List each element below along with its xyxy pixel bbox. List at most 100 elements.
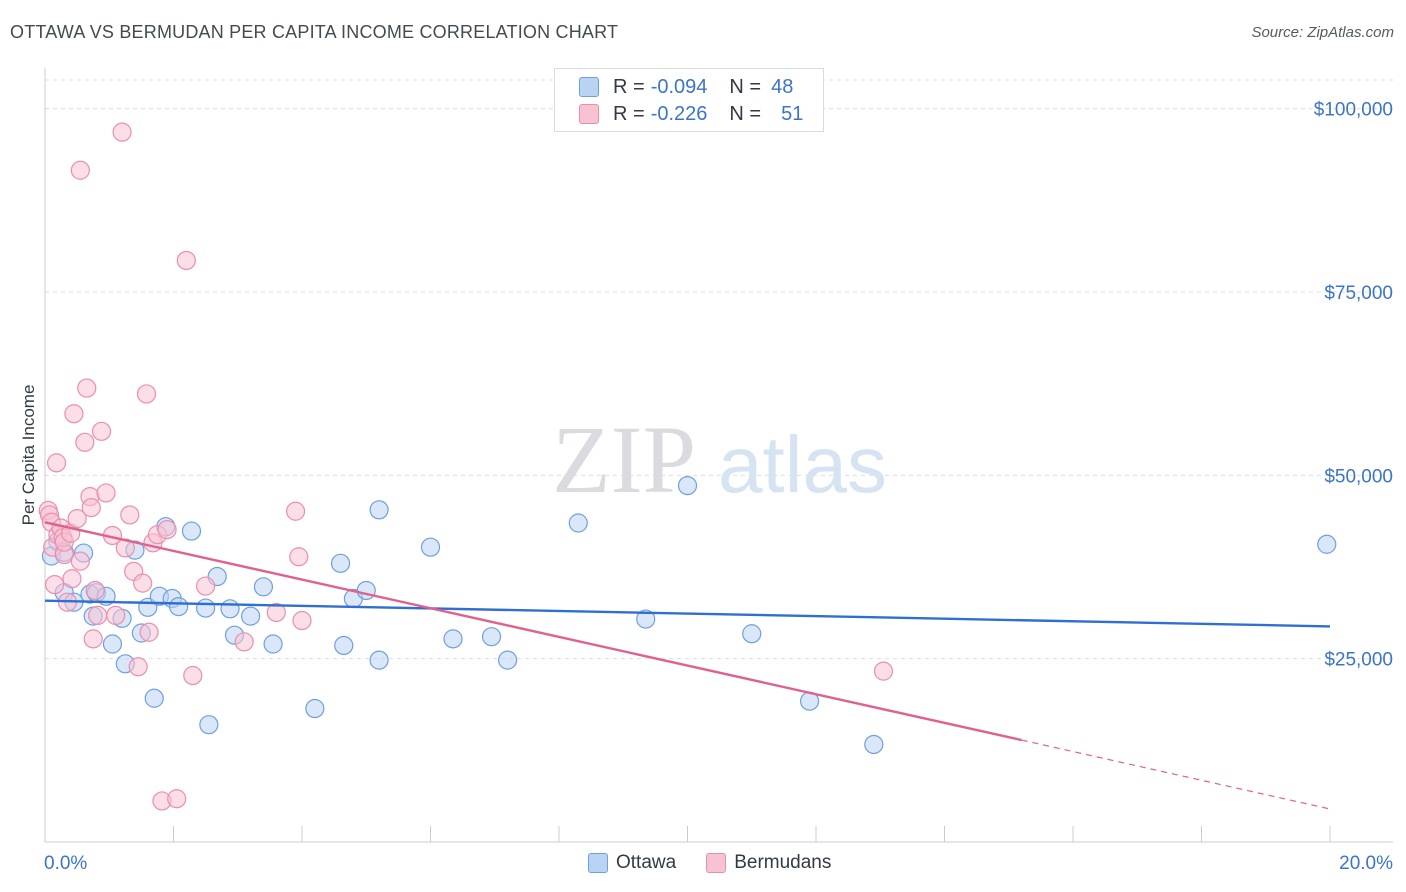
bermudans-trendline xyxy=(44,521,1022,742)
ottawa-n-label: N = xyxy=(729,75,762,98)
ottawa-point xyxy=(334,635,354,656)
bermudans-point xyxy=(873,661,894,681)
legend-item-ottawa[interactable]: Ottawa xyxy=(588,852,676,874)
bermudans-point xyxy=(157,519,177,540)
bermudans-point xyxy=(183,665,203,686)
legend-item-bermudans[interactable]: Bermudans xyxy=(706,852,831,874)
ottawa-point xyxy=(196,598,216,618)
bermudans-point xyxy=(292,610,312,631)
ottawa-point xyxy=(102,634,123,654)
bermudans-point xyxy=(112,122,132,142)
x-tick-label-max: 20.0% xyxy=(1339,853,1393,874)
ottawa-point xyxy=(220,599,240,619)
ottawa-point xyxy=(742,624,762,644)
ottawa-point xyxy=(263,634,283,654)
grid-layer xyxy=(45,79,1393,660)
bermudans-point xyxy=(234,632,254,652)
axis-layer xyxy=(44,68,1393,843)
ottawa-point xyxy=(144,688,164,708)
bermudans-point xyxy=(136,384,157,404)
y-tick-label: $25,000 xyxy=(1324,650,1393,671)
bermudans-point xyxy=(128,657,148,677)
bermudans-point xyxy=(45,574,65,595)
watermark-atlas: atlas xyxy=(718,420,887,509)
bermudans-point xyxy=(81,498,101,518)
ottawa-r-value: -0.094 xyxy=(650,75,708,98)
ottawa-r-label: R = xyxy=(613,75,645,98)
series-legend: Ottawa Bermudans xyxy=(588,852,861,874)
bermudans-point xyxy=(106,605,126,626)
ottawa-point xyxy=(330,553,351,573)
bermudans-point xyxy=(70,551,90,571)
bermudans-r-label: R = xyxy=(613,102,645,125)
bermudans-point xyxy=(115,538,135,558)
ottawa-point xyxy=(420,537,441,557)
stats-legend: R = -0.094 N = 48 R = -0.226 N = 51 xyxy=(554,68,824,132)
bermudans-point xyxy=(85,580,105,601)
ottawa-swatch xyxy=(579,77,599,97)
bermudans-point xyxy=(133,573,153,593)
bermudans-point xyxy=(96,483,116,503)
ottawa-point xyxy=(369,650,389,670)
bermudans-point xyxy=(64,404,84,424)
y-tick-label: $100,000 xyxy=(1314,100,1393,121)
chart-title: OTTAWA VS BERMUDAN PER CAPITA INCOME COR… xyxy=(10,22,619,42)
ottawa-point xyxy=(305,698,325,719)
legend-row-ottawa: R = -0.094 N = 48 xyxy=(579,74,793,100)
bermudans-point xyxy=(120,505,140,525)
bermudans-point xyxy=(75,432,95,452)
ottawa-point xyxy=(498,650,518,670)
bermudans-point xyxy=(88,605,108,626)
ottawa-trendline xyxy=(44,599,1331,628)
y-axis-label: Per Capita Income xyxy=(19,385,38,526)
legend-ottawa-swatch xyxy=(588,853,608,873)
watermark-zip: ZIP xyxy=(552,406,696,513)
x-tick-label-min: 0.0% xyxy=(44,853,87,874)
ottawa-point xyxy=(864,734,884,755)
ottawa-point xyxy=(356,580,376,601)
bermudans-point xyxy=(62,569,82,589)
source-label: Source: ZipAtlas.com xyxy=(1251,24,1394,41)
ottawa-point xyxy=(481,627,502,647)
bermudans-n-label: N = xyxy=(729,102,762,125)
bermudans-point xyxy=(70,160,90,180)
ottawa-point xyxy=(181,521,202,541)
bermudans-point xyxy=(167,789,187,809)
bermudans-point xyxy=(91,421,112,441)
bermudans-point xyxy=(83,629,103,649)
label-layer: Per Capita Income $25,000 $50,000 $75,000 $… xyxy=(19,100,1393,874)
ottawa-point xyxy=(677,476,698,496)
bermudans-point xyxy=(77,378,97,398)
ottawa-point xyxy=(169,596,189,617)
ottawa-points xyxy=(41,476,1337,755)
bermudans-trendline-extension xyxy=(1021,739,1331,810)
bermudans-point xyxy=(139,622,159,642)
bermudans-point xyxy=(285,501,306,521)
bermudans-point xyxy=(67,508,87,529)
watermark: ZIP atlas xyxy=(552,406,887,513)
ottawa-point xyxy=(199,715,219,735)
ottawa-point xyxy=(1317,534,1337,554)
bermudans-point xyxy=(266,602,286,623)
ottawa-point xyxy=(241,606,261,626)
ottawa-point xyxy=(636,609,656,629)
ottawa-point xyxy=(369,500,389,520)
y-tick-label: $50,000 xyxy=(1324,466,1393,487)
bermudans-point xyxy=(46,453,67,473)
legend-ottawa-label: Ottawa xyxy=(616,852,677,873)
bermudans-point xyxy=(176,250,196,271)
ottawa-point xyxy=(568,513,588,533)
ottawa-point xyxy=(253,577,274,597)
y-tick-label: $75,000 xyxy=(1324,283,1393,304)
bermudans-points xyxy=(38,122,894,811)
bermudans-point xyxy=(196,576,216,596)
bermudans-point xyxy=(289,547,309,567)
bermudans-n-value: 51 xyxy=(781,102,804,125)
legend-bermudans-swatch xyxy=(706,853,727,873)
ottawa-n-value: 48 xyxy=(771,75,794,98)
bermudans-swatch xyxy=(579,104,599,124)
legend-bermudans-label: Bermudans xyxy=(734,852,832,873)
ottawa-point xyxy=(443,629,463,649)
trend-layer xyxy=(44,521,1331,810)
